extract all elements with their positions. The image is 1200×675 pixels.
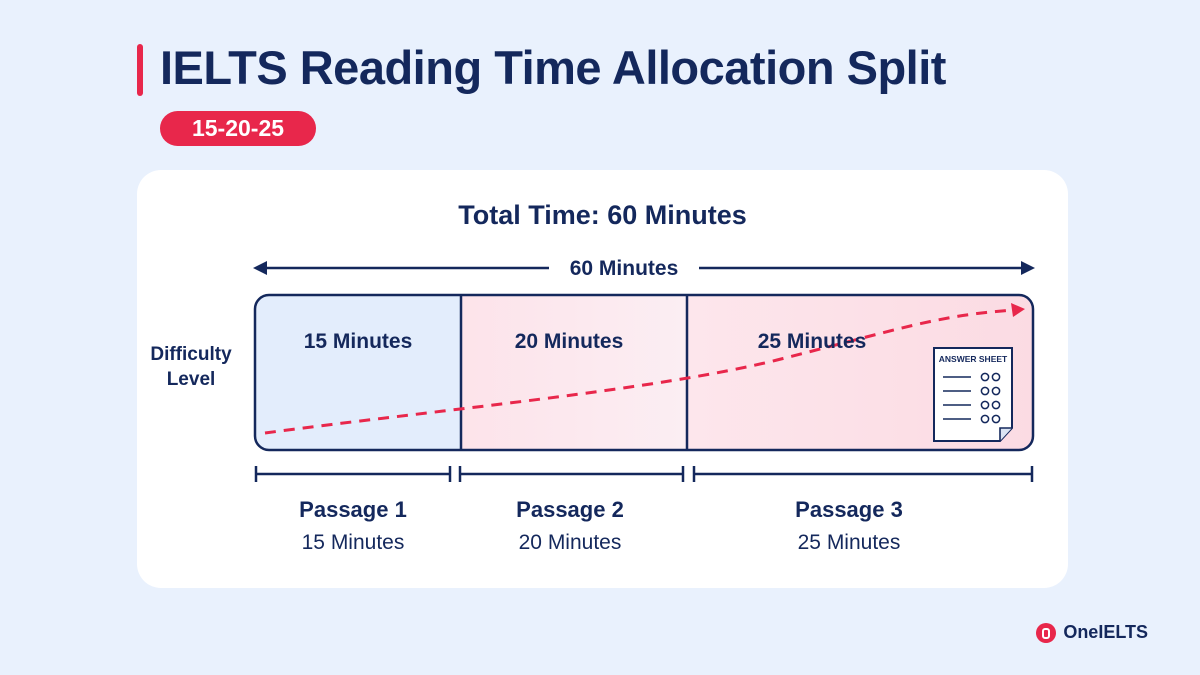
segment-3-minutes: 25 Minutes: [757, 330, 867, 353]
difficulty-axis-label: Difficulty Level: [150, 344, 232, 390]
passage-3-minutes: 25 Minutes: [797, 531, 901, 554]
passage-1-minutes: 15 Minutes: [301, 531, 405, 554]
segment-1-minutes: 15 Minutes: [303, 330, 413, 353]
brand-name: OneIELTS: [1063, 622, 1148, 642]
brand-logo: OneIELTS: [1036, 622, 1148, 643]
diagram-svg: ANSWER SHEET: [253, 261, 1035, 482]
time-bar-outline: [253, 293, 1035, 452]
segment-passage-1: [255, 295, 461, 450]
passage-3-name: Passage 3: [795, 497, 903, 522]
segment-2-minutes: 20 Minutes: [514, 330, 624, 353]
answer-sheet-icon: ANSWER SHEET: [933, 347, 1013, 442]
diagram-card: ANSWER SHEET Total Time:: [137, 170, 1068, 588]
page-title: IELTS Reading Time Allocation Split: [160, 41, 946, 94]
passage-2-minutes: 20 Minutes: [518, 531, 622, 554]
split-badge: 15-20-25: [160, 111, 316, 146]
span-minutes-label: 60 Minutes: [549, 257, 699, 281]
difficulty-arrowhead: [1011, 303, 1025, 317]
passage-brackets: [254, 466, 1034, 482]
answer-sheet-label: ANSWER SHEET: [939, 354, 1008, 364]
passage-1-name: Passage 1: [299, 497, 407, 522]
brand-mark-icon: [1036, 622, 1057, 643]
passage-2-name: Passage 2: [516, 497, 624, 522]
segment-passage-2: [461, 295, 687, 450]
title-accent-bar: [137, 44, 143, 96]
total-time-label: Total Time: 60 Minutes: [458, 200, 747, 230]
